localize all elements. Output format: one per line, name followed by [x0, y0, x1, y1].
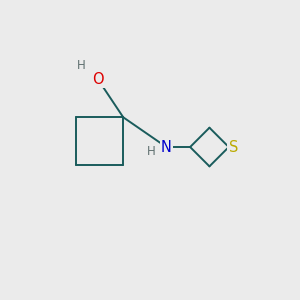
- Text: H: H: [147, 145, 156, 158]
- Text: S: S: [229, 140, 238, 154]
- Text: O: O: [92, 72, 104, 87]
- Text: N: N: [161, 140, 172, 154]
- Text: H: H: [77, 59, 86, 72]
